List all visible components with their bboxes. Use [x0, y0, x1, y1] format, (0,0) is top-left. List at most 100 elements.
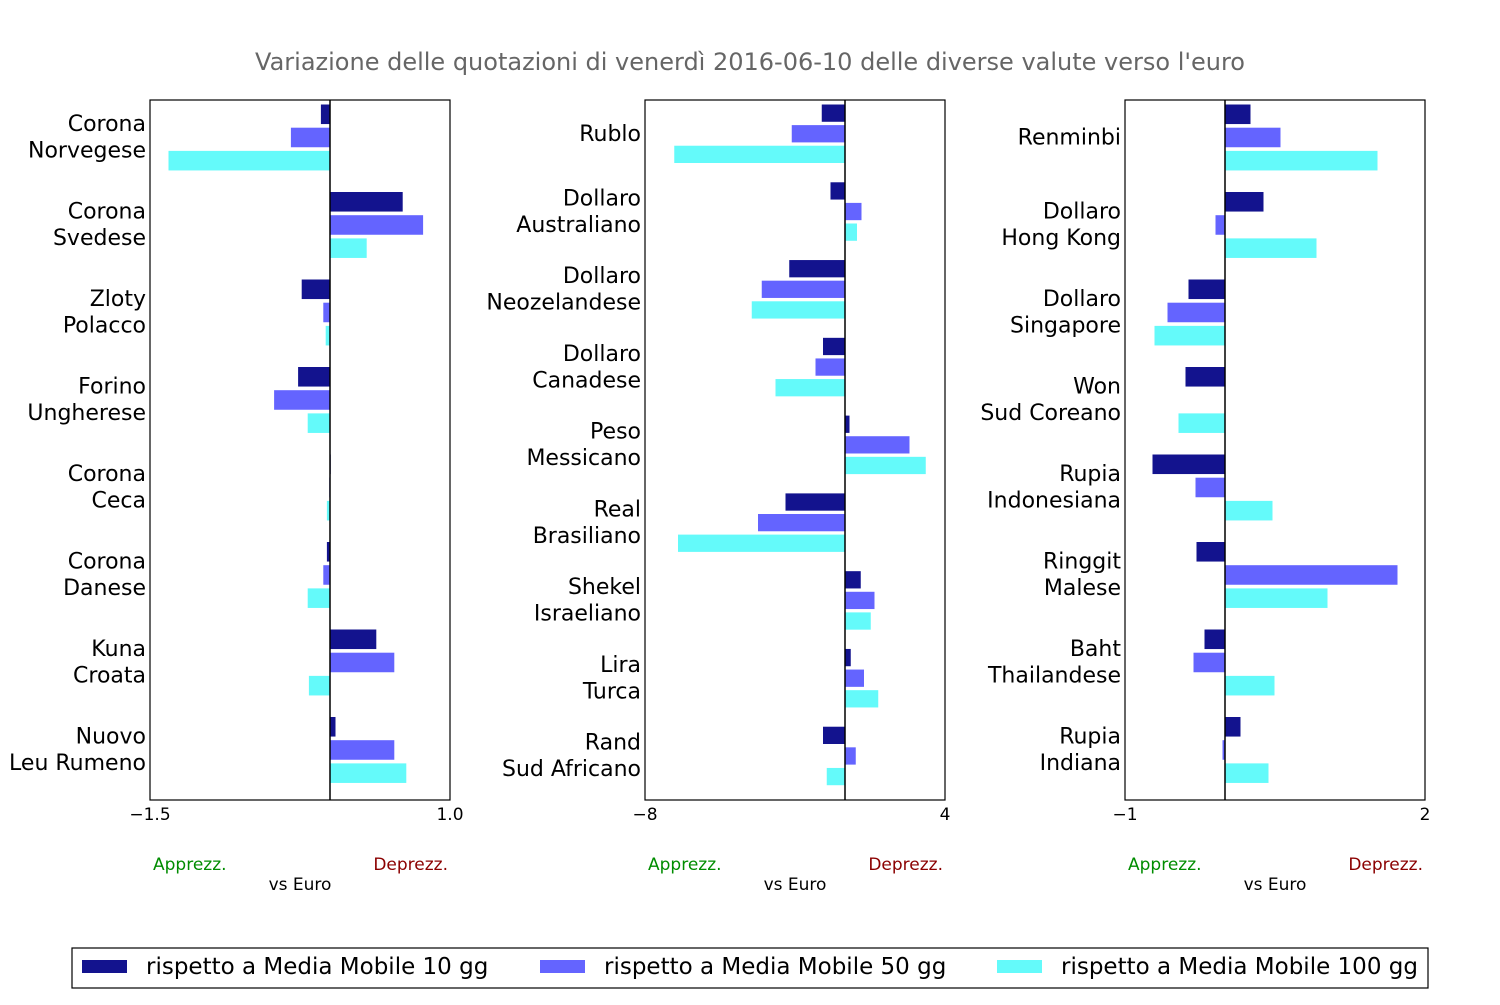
- category-label: Won: [1073, 375, 1121, 400]
- x-axis-label: vs Euro: [1244, 875, 1307, 895]
- bar-p2-rand-sud-africano-ma50: [844, 746, 857, 766]
- bar-p3-rupia-indonesiana-ma50: [1194, 476, 1226, 499]
- legend-label-ma100: rispetto a Media Mobile 100 gg: [1061, 954, 1418, 980]
- x-tick-label-max: 1.0: [436, 805, 463, 825]
- bar-p2-shekel-israeliano-ma10: [844, 570, 862, 590]
- category-label: Indiana: [1040, 751, 1121, 776]
- legend-label-ma10: rispetto a Media Mobile 10 gg: [146, 954, 488, 980]
- category-label: Corona: [68, 112, 146, 137]
- bar-p2-rublo-ma100: [673, 144, 846, 165]
- bar-p2-rand-sud-africano-ma100: [825, 766, 846, 787]
- bar-p1-corona-danese-ma50: [322, 564, 331, 586]
- bar-p2-dollaro-neozelandese-ma100: [750, 300, 846, 320]
- category-label: Peso: [590, 420, 641, 445]
- bar-p2-dollaro-australiano-ma100: [844, 222, 858, 242]
- category-label: Thailandese: [987, 664, 1121, 689]
- bar-p3-dollaro-hong-kong-ma100: [1224, 237, 1318, 259]
- category-label: Danese: [63, 576, 146, 601]
- legend-label-ma50: rispetto a Media Mobile 50 gg: [604, 954, 946, 980]
- bar-p1-nuovo-leu-rumeno-ma50: [329, 739, 396, 761]
- panel-2: RubloDollaroAustralianoDollaroNeozelande…: [486, 99, 951, 895]
- category-label: Corona: [68, 462, 146, 487]
- bar-p1-corona-norvegese-ma50: [289, 126, 331, 149]
- bar-p2-dollaro-australiano-ma10: [829, 181, 846, 201]
- x-tick-label-min: −8: [632, 805, 657, 825]
- bar-p2-lira-turca-ma10: [844, 647, 852, 668]
- category-label: Dollaro: [563, 186, 641, 211]
- bar-p2-rand-sud-africano-ma10: [822, 725, 846, 745]
- category-label: Renminbi: [1018, 125, 1121, 150]
- bar-p1-zloty-polacco-ma50: [322, 301, 331, 324]
- bar-p1-zloty-polacco-ma10: [300, 278, 331, 301]
- category-label: Ceca: [92, 489, 146, 514]
- bar-p2-peso-messicano-ma50: [844, 435, 911, 455]
- category-label: Messicano: [526, 446, 641, 471]
- category-label: Turca: [582, 679, 641, 704]
- category-label: Lira: [600, 653, 641, 678]
- bar-p2-dollaro-australiano-ma50: [844, 201, 863, 222]
- legend-swatch-ma50: [540, 960, 585, 973]
- category-label: Dollaro: [563, 342, 641, 367]
- x-tick-label-min: −1.5: [129, 805, 170, 825]
- bar-p2-lira-turca-ma100: [844, 689, 880, 709]
- bar-p3-won-sud-coreano-ma100: [1177, 412, 1226, 434]
- bar-p2-real-brasiliano-ma100: [677, 533, 846, 553]
- legend: rispetto a Media Mobile 10 gg rispetto a …: [71, 947, 1429, 989]
- bar-p3-rupia-indiana-ma100: [1224, 762, 1270, 784]
- panel-1: CoronaNorvegeseCoronaSvedeseZlotyPolacco…: [9, 99, 464, 895]
- category-label: Corona: [68, 550, 146, 575]
- bar-p3-ringgit-malese-ma10: [1195, 541, 1226, 563]
- category-label: Shekel: [568, 575, 641, 600]
- category-label: Real: [594, 497, 641, 522]
- bar-p3-ringgit-malese-ma50: [1224, 564, 1399, 586]
- appreciation-note: Apprezz.: [1128, 855, 1202, 875]
- x-tick-label-max: 4: [940, 805, 951, 825]
- category-label: Baht: [1070, 637, 1122, 662]
- bar-p2-shekel-israeliano-ma100: [844, 611, 872, 631]
- x-axis-label: vs Euro: [764, 875, 827, 895]
- legend-frame: [71, 947, 1429, 989]
- category-label: Dollaro: [563, 264, 641, 289]
- bar-p3-baht-thailandese-ma100: [1224, 674, 1276, 697]
- panel-frame: [644, 99, 946, 801]
- category-label: Rand: [585, 731, 641, 756]
- bar-p1-kuna-croata-ma10: [329, 628, 378, 651]
- bar-p3-rupia-indiana-ma10: [1224, 716, 1242, 738]
- bar-p1-nuovo-leu-rumeno-ma100: [329, 762, 408, 784]
- bar-p3-renminbi-ma10: [1224, 103, 1252, 126]
- bar-p3-renminbi-ma50: [1224, 126, 1282, 149]
- bar-p3-rupia-indonesiana-ma10: [1151, 453, 1226, 476]
- bar-p1-forino-ungherese-ma100: [306, 412, 331, 434]
- category-label: Svedese: [53, 226, 146, 251]
- x-tick-label-max: 2: [1420, 805, 1431, 825]
- bar-p3-dollaro-singapore-ma10: [1187, 278, 1226, 301]
- bar-p2-real-brasiliano-ma50: [757, 513, 846, 533]
- bar-p2-lira-turca-ma50: [844, 668, 865, 688]
- appreciation-note: Apprezz.: [648, 855, 722, 875]
- x-tick-label-min: −1: [1112, 805, 1137, 825]
- bar-p1-corona-norvegese-ma100: [167, 149, 331, 172]
- appreciation-note: Apprezz.: [153, 855, 227, 875]
- category-label: Rublo: [579, 122, 641, 147]
- category-label: Leu Rumeno: [9, 751, 146, 776]
- category-label: Dollaro: [1043, 287, 1121, 312]
- bar-p3-dollaro-hong-kong-ma10: [1224, 191, 1265, 213]
- bar-p2-dollaro-canadese-ma100: [774, 378, 846, 398]
- bar-p3-dollaro-hong-kong-ma50: [1214, 214, 1226, 236]
- category-label: Australiano: [516, 213, 641, 238]
- category-label: Singapore: [1010, 314, 1121, 339]
- bar-p1-nuovo-leu-rumeno-ma10: [329, 716, 337, 738]
- bar-p1-corona-svedese-ma50: [329, 214, 425, 236]
- depreciation-note: Deprezz.: [1348, 855, 1423, 875]
- bar-p3-baht-thailandese-ma10: [1203, 628, 1226, 651]
- bar-p2-rublo-ma10: [820, 103, 846, 123]
- category-label: Malese: [1044, 576, 1121, 601]
- bar-p3-ringgit-malese-ma100: [1224, 587, 1329, 609]
- bar-p1-forino-ungherese-ma10: [297, 366, 331, 388]
- bar-p2-real-brasiliano-ma10: [784, 492, 846, 512]
- bar-p2-rublo-ma50: [790, 124, 846, 144]
- legend-swatch-ma100: [997, 960, 1042, 973]
- category-label: Croata: [73, 664, 146, 689]
- bar-p3-baht-thailandese-ma50: [1192, 651, 1226, 674]
